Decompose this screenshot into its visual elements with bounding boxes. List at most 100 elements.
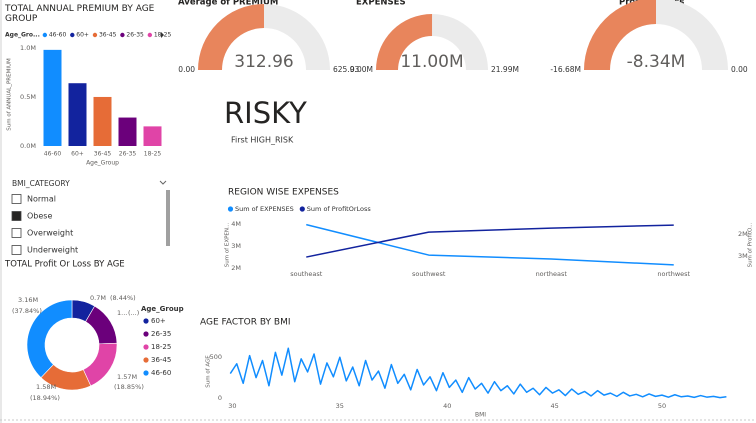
x-tick-label: 46-60 bbox=[44, 151, 62, 158]
legend-marker bbox=[143, 331, 149, 337]
y-axis-label: Sum of ANNUAL_PREMIUM bbox=[7, 58, 13, 131]
data-label: 1.57M bbox=[117, 373, 137, 381]
legend-more[interactable] bbox=[161, 32, 164, 38]
y-axis-label: Sum of AGE bbox=[206, 355, 212, 388]
donut-slice[interactable] bbox=[26, 299, 73, 379]
data-label-percent: (18.94%) bbox=[30, 394, 60, 402]
gauge-min-label: -16.68M bbox=[550, 65, 581, 74]
legend-label: Sum of ProfitOrLoss bbox=[307, 205, 372, 213]
legend-label: 18-25 bbox=[151, 343, 171, 351]
slicer-title: BMI_CATEGORY bbox=[12, 179, 70, 188]
x-tick-label: 36-45 bbox=[94, 151, 112, 158]
y2-axis-label: Sum of ProfitO... bbox=[748, 222, 754, 267]
gauge-title: EXPENSES bbox=[356, 0, 406, 8]
line-series[interactable] bbox=[306, 223, 674, 266]
x-tick-label: northwest bbox=[657, 270, 690, 278]
gauge-min-label: 0.00 bbox=[178, 65, 195, 74]
slicer-checkbox[interactable] bbox=[11, 194, 22, 204]
gauge-value: -8.34M bbox=[627, 52, 686, 72]
slicer-item[interactable]: Obese bbox=[27, 212, 52, 221]
slicer-item[interactable]: Overweight bbox=[27, 229, 73, 238]
data-label: 0.7M bbox=[90, 294, 106, 302]
slicer-item[interactable]: Normal bbox=[27, 195, 56, 204]
legend-marker bbox=[120, 32, 125, 38]
gauge-value-arc[interactable] bbox=[376, 13, 433, 70]
x-tick-label: 60+ bbox=[71, 151, 84, 158]
legend-label: 46-60 bbox=[49, 32, 67, 39]
bar[interactable] bbox=[118, 117, 137, 146]
x-tick-label: 26-35 bbox=[119, 151, 137, 158]
gauge-max-label: 625.93 bbox=[333, 65, 359, 74]
gauge-title: Average of PREMIUM bbox=[178, 0, 278, 8]
legend-marker bbox=[147, 32, 153, 38]
legend-marker bbox=[227, 206, 234, 212]
y-tick-label: 0.5M bbox=[20, 93, 36, 101]
legend-marker bbox=[143, 318, 149, 324]
y-tick-label: 1.0M bbox=[20, 44, 36, 52]
legend-label: 46-60 bbox=[151, 369, 171, 377]
y2-tick-label: 3M bbox=[738, 252, 748, 260]
x-tick-label: 45 bbox=[550, 402, 558, 410]
x-axis-label: Age_Group bbox=[86, 160, 119, 167]
bar[interactable] bbox=[93, 96, 112, 146]
gauge-value-arc[interactable] bbox=[198, 4, 264, 70]
y-tick-label: 4M bbox=[231, 220, 241, 228]
y-tick-label: 500 bbox=[210, 353, 222, 361]
data-label: 3.16M bbox=[18, 296, 38, 304]
x-tick-label: southeast bbox=[290, 270, 323, 278]
legend-marker bbox=[42, 32, 48, 38]
bar[interactable] bbox=[43, 49, 62, 146]
y-tick-label: 0 bbox=[218, 394, 222, 402]
y-tick-label: 0.0M bbox=[20, 142, 36, 150]
gauge-value: 312.96 bbox=[234, 52, 293, 72]
gauge-value-arc[interactable] bbox=[584, 0, 656, 70]
gauge-value: 11.00M bbox=[400, 52, 463, 72]
y-tick-label: 2M bbox=[231, 264, 241, 272]
legend-label: 26-35 bbox=[151, 330, 171, 338]
legend-marker bbox=[299, 206, 305, 212]
legend-title: Age_Group bbox=[141, 305, 184, 313]
legend-label: 36-45 bbox=[99, 32, 117, 39]
slicer-checkbox[interactable] bbox=[11, 245, 22, 255]
y2-tick-label: 2M bbox=[738, 230, 748, 238]
x-tick-label: 30 bbox=[228, 402, 236, 410]
legend-label: 26-35 bbox=[126, 32, 144, 39]
data-label-percent: (8.44%) bbox=[110, 294, 136, 302]
legend-label: 36-45 bbox=[151, 356, 171, 364]
card-value: RISKY bbox=[224, 96, 307, 130]
legend-marker bbox=[143, 370, 149, 376]
x-tick-label: 35 bbox=[336, 402, 344, 410]
data-label-percent: (...) bbox=[128, 309, 139, 317]
legend-marker bbox=[70, 32, 75, 38]
data-label-percent: (37.84%) bbox=[12, 307, 42, 315]
card-label: First HIGH_RISK bbox=[231, 136, 294, 145]
bar[interactable] bbox=[143, 126, 162, 146]
slicer-checkbox[interactable] bbox=[11, 211, 22, 221]
data-label: 1.58M bbox=[36, 383, 56, 391]
slicer-scrollbar[interactable] bbox=[166, 190, 170, 246]
chart-title: REGION WISE EXPENSES bbox=[228, 188, 339, 198]
line-series[interactable] bbox=[229, 347, 727, 399]
line-series[interactable] bbox=[306, 224, 674, 258]
legend-label: Sum of EXPENSES bbox=[235, 205, 294, 213]
x-tick-label: southwest bbox=[412, 270, 446, 278]
x-tick-label: northeast bbox=[536, 270, 568, 278]
slicer-chevron[interactable] bbox=[159, 180, 167, 185]
x-tick-label: 40 bbox=[443, 402, 451, 410]
slicer-checkbox[interactable] bbox=[11, 228, 22, 238]
legend-title: Age_Gro... bbox=[5, 32, 40, 39]
gauge-max-label: 0.00 bbox=[731, 65, 748, 74]
x-tick-label: 50 bbox=[658, 402, 666, 410]
legend-marker bbox=[143, 344, 149, 350]
legend-marker bbox=[92, 32, 98, 38]
chart-title: TOTAL Profit Or Loss BY AGE bbox=[4, 260, 125, 270]
gauge-max-label: 21.99M bbox=[491, 65, 519, 74]
gauge-min-label: 0.00M bbox=[350, 65, 373, 74]
chart-title: AGE FACTOR BY BMI bbox=[200, 318, 290, 328]
legend-label: 60+ bbox=[76, 32, 89, 39]
slicer-item[interactable]: Underweight bbox=[27, 246, 78, 255]
bar[interactable] bbox=[68, 83, 87, 146]
y-axis-label: Sum of EXPEN... bbox=[225, 222, 231, 267]
